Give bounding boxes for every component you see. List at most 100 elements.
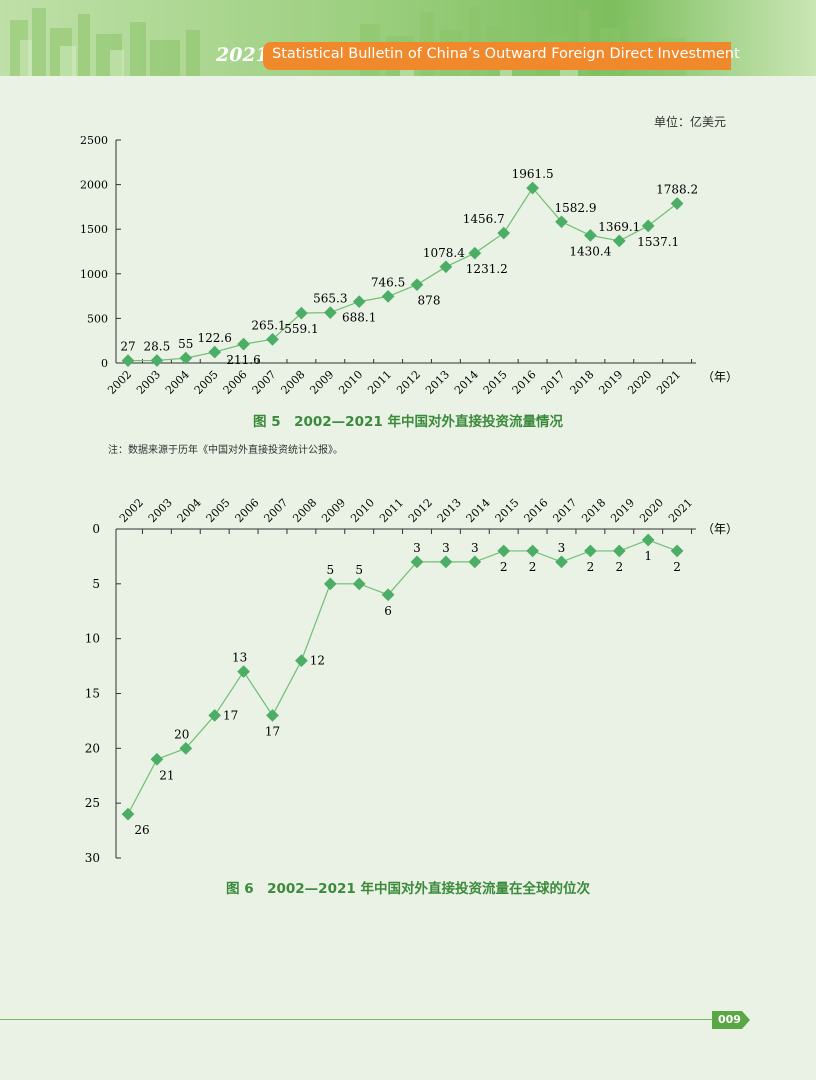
data-label: 2 bbox=[615, 560, 623, 574]
data-label: 2 bbox=[673, 560, 681, 574]
y-tick-label: 15 bbox=[85, 687, 100, 701]
data-label: 3 bbox=[442, 541, 450, 555]
y-tick-label: 30 bbox=[85, 851, 100, 865]
x-tick-label: 2004 bbox=[175, 496, 204, 525]
bulletin-title: Statistical Bulletin of China’s Outward … bbox=[272, 46, 740, 62]
data-label: 17 bbox=[223, 708, 238, 722]
data-label: 1369.1 bbox=[598, 220, 640, 234]
x-tick-label: 2013 bbox=[435, 496, 464, 525]
data-point bbox=[584, 544, 597, 558]
data-label: 688.1 bbox=[342, 311, 376, 325]
footer-rule bbox=[0, 1019, 712, 1020]
x-tick-label: 2017 bbox=[550, 496, 579, 525]
x-tick-label: 2007 bbox=[250, 368, 279, 397]
x-tick-label: 2011 bbox=[377, 496, 406, 525]
x-tick-label: 2010 bbox=[348, 496, 377, 525]
x-tick-label: 2012 bbox=[394, 368, 423, 397]
y-tick-label: 0 bbox=[101, 357, 108, 370]
data-point bbox=[497, 544, 511, 558]
data-label: 28.5 bbox=[144, 339, 171, 353]
unit-label: 单位：亿美元 bbox=[654, 115, 727, 129]
x-tick-label: 2013 bbox=[423, 368, 452, 397]
data-label: 3 bbox=[471, 541, 479, 555]
data-label: 1430.4 bbox=[569, 244, 611, 258]
y-tick-label: 500 bbox=[87, 312, 108, 325]
data-label: 3 bbox=[413, 541, 421, 555]
y-tick-label: 1500 bbox=[80, 223, 108, 236]
data-label: 5 bbox=[326, 563, 334, 577]
data-label: 6 bbox=[384, 604, 392, 618]
data-label: 565.3 bbox=[313, 292, 347, 306]
data-label: 1537.1 bbox=[637, 235, 679, 249]
series-line bbox=[127, 539, 678, 815]
data-point bbox=[179, 741, 193, 755]
x-tick-label: 2015 bbox=[481, 368, 510, 397]
y-tick-label: 1000 bbox=[80, 268, 108, 281]
data-point bbox=[612, 234, 626, 248]
x-tick-label: 2017 bbox=[539, 368, 568, 397]
data-label: 559.1 bbox=[284, 322, 318, 336]
data-label: 12 bbox=[310, 654, 325, 668]
y-tick-label: 20 bbox=[85, 741, 100, 755]
data-point bbox=[150, 752, 164, 766]
x-tick-label: 2004 bbox=[163, 368, 192, 397]
data-point bbox=[439, 260, 453, 274]
x-tick-label: 2019 bbox=[608, 496, 637, 525]
x-tick-label: 2006 bbox=[221, 368, 250, 397]
x-tick-label: 2012 bbox=[406, 496, 435, 525]
x-axis-label: （年） bbox=[702, 522, 738, 536]
page-header: 2021 Statistical Bulletin of China’s Out… bbox=[0, 0, 816, 76]
data-label: 17 bbox=[265, 724, 280, 738]
data-label: 2 bbox=[500, 560, 508, 574]
x-tick-label: 2009 bbox=[307, 368, 336, 397]
data-point bbox=[670, 544, 684, 558]
x-tick-label: 2020 bbox=[637, 496, 666, 525]
y-tick-label: 25 bbox=[85, 796, 100, 810]
data-point bbox=[295, 654, 308, 667]
data-label: 265.1 bbox=[251, 318, 285, 332]
data-point bbox=[439, 555, 453, 569]
page-number: 009 bbox=[718, 1013, 741, 1026]
header-title-banner bbox=[263, 42, 731, 70]
page-number-tab bbox=[712, 1011, 750, 1029]
data-point bbox=[468, 555, 482, 569]
data-label: 13 bbox=[232, 651, 247, 665]
data-point bbox=[295, 306, 308, 320]
data-point bbox=[410, 278, 424, 292]
x-tick-label: 2003 bbox=[146, 496, 175, 525]
data-point bbox=[179, 351, 193, 365]
x-tick-label: 2015 bbox=[493, 496, 522, 525]
data-label: 20 bbox=[174, 727, 189, 741]
data-point bbox=[352, 577, 366, 591]
data-point bbox=[266, 709, 279, 722]
data-point bbox=[266, 332, 279, 346]
data-label: 1456.7 bbox=[463, 212, 505, 226]
y-tick-label: 2000 bbox=[80, 179, 108, 192]
data-label: 27 bbox=[120, 340, 135, 354]
data-label: 746.5 bbox=[371, 275, 405, 289]
data-point bbox=[323, 306, 337, 319]
data-point bbox=[555, 555, 568, 569]
data-point bbox=[208, 345, 222, 359]
x-tick-label: 2021 bbox=[654, 368, 683, 397]
data-point bbox=[381, 588, 395, 602]
data-point bbox=[612, 544, 626, 558]
x-tick-label: 2007 bbox=[261, 496, 290, 525]
data-point bbox=[670, 197, 684, 210]
data-label: 26 bbox=[134, 823, 149, 837]
data-label: 55 bbox=[178, 337, 193, 351]
data-point bbox=[641, 533, 655, 547]
x-tick-label: 2019 bbox=[596, 368, 625, 397]
x-tick-label: 2005 bbox=[204, 496, 233, 525]
data-point bbox=[237, 665, 250, 678]
data-point bbox=[584, 229, 597, 242]
data-point bbox=[237, 337, 250, 351]
data-label: 1078.4 bbox=[423, 246, 465, 260]
data-label: 1 bbox=[644, 549, 652, 563]
data-point bbox=[150, 354, 164, 367]
x-tick-label: 2016 bbox=[510, 368, 539, 397]
x-tick-label: 2006 bbox=[233, 496, 262, 525]
x-tick-label: 2002 bbox=[117, 496, 146, 525]
x-tick-label: 2018 bbox=[568, 368, 597, 397]
